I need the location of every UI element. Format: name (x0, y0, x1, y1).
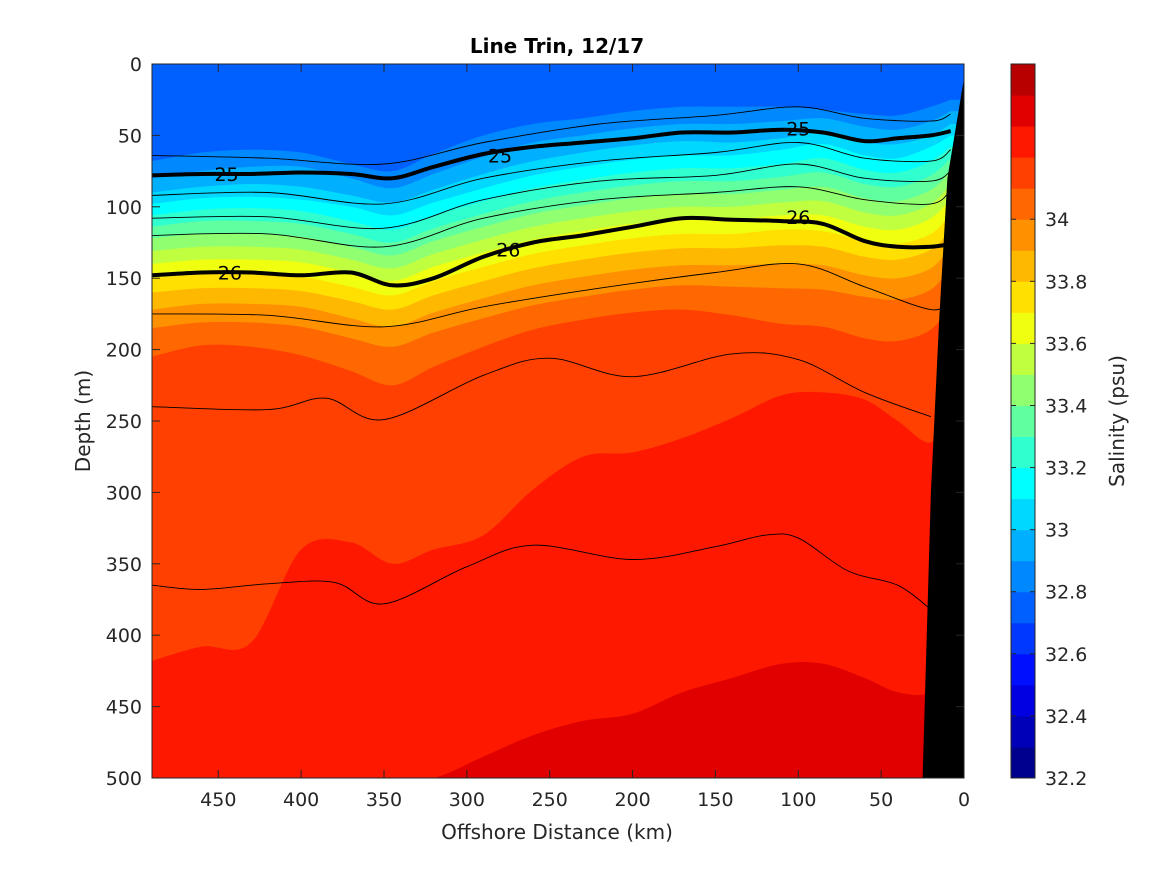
colorbar-segment (1011, 498, 1035, 531)
colorbar-segment (1011, 436, 1035, 469)
colorbar-segment (1011, 622, 1035, 655)
land-mask (922, 64, 964, 778)
contour-label-25: 25 (214, 164, 238, 186)
colorbar-segment (1011, 312, 1035, 344)
x-tick-label: 100 (780, 789, 816, 811)
thin-contour-0 (152, 106, 951, 166)
colorbar-tick-label: 32.8 (1045, 582, 1087, 604)
x-tick-label: 50 (869, 789, 893, 811)
x-tick-label: 250 (532, 789, 568, 811)
colorbar-segment (1011, 64, 1035, 96)
colorbar-segment (1011, 343, 1035, 375)
y-tick-label: 300 (106, 482, 142, 504)
colorbar-segment (1011, 250, 1035, 282)
x-tick-label: 150 (697, 789, 733, 811)
colorbar-segment (1011, 157, 1035, 189)
y-tick-label: 350 (106, 554, 142, 576)
plot-area (152, 64, 964, 778)
y-tick-label: 450 (106, 697, 142, 719)
thin-contour-2 (152, 163, 951, 230)
x-tick-label: 200 (614, 789, 650, 811)
colorbar-tick-label: 32.4 (1045, 706, 1087, 728)
colorbar-segment (1011, 560, 1035, 593)
y-tick-label: 50 (118, 125, 142, 147)
colorbar-segment (1011, 591, 1035, 624)
y-tick-label: 500 (106, 768, 142, 790)
colorbar-segment (1011, 126, 1035, 158)
colorbar: 32.2 32.4 32.6 32.8 33 33.2 33.4 33.6 33.8 34 (1010, 63, 1087, 790)
colorbar-segment (1011, 746, 1035, 779)
colorbar-segment (1011, 188, 1035, 220)
colorbar-segment (1011, 715, 1035, 748)
colorbar-title: Salinity (psu) (1105, 355, 1129, 487)
x-tick-label: 350 (366, 789, 402, 811)
y-axis: 0 50 100 150 200 250 300 350 400 450 500 (106, 54, 964, 790)
density-contours (152, 106, 952, 610)
colorbar-segment (1011, 374, 1035, 406)
colorbar-tick-label: 32.2 (1045, 768, 1087, 790)
colorbar-segment (1011, 405, 1035, 438)
salinity-band-16 (152, 662, 964, 778)
x-tick-label: 300 (449, 789, 485, 811)
contour-labels: 25 25 25 26 26 26 (214, 118, 810, 284)
y-tick-label: 150 (106, 268, 142, 290)
colorbar-segment (1011, 467, 1035, 500)
contour-label-26: 26 (786, 207, 810, 229)
chart-title: Line Trin, 12/17 (470, 34, 644, 58)
y-tick-label: 100 (106, 197, 142, 219)
colorbar-segment (1011, 653, 1035, 686)
x-tick-label: 450 (200, 789, 236, 811)
x-axis-title: Offshore Distance (km) (441, 820, 673, 844)
contour-label-25: 25 (786, 118, 810, 140)
thin-contour-6 (152, 533, 932, 610)
contour-25 (152, 127, 952, 181)
colorbar-segment (1011, 95, 1035, 127)
colorbar-segment (1011, 684, 1035, 717)
colorbar-tick-label: 33.4 (1045, 395, 1087, 417)
y-tick-label: 400 (106, 625, 142, 647)
x-axis: 450 400 350 300 250 200 150 100 50 0 (200, 64, 970, 811)
colorbar-tick-label: 33.8 (1045, 271, 1087, 293)
y-tick-label: 250 (106, 411, 142, 433)
contour-label-26: 26 (496, 240, 520, 262)
colorbar-tick-label: 33.6 (1045, 333, 1087, 355)
colorbar-tick-label: 33.2 (1045, 458, 1087, 480)
contour-label-25: 25 (488, 145, 512, 167)
thin-contour-1 (152, 142, 951, 205)
colorbar-segment (1011, 219, 1035, 251)
coastline-mask (922, 64, 964, 778)
colorbar-tick-label: 34 (1045, 209, 1069, 231)
x-tick-label: 400 (283, 789, 319, 811)
x-tick-label: 0 (958, 789, 970, 811)
y-tick-label: 0 (130, 54, 142, 76)
colorbar-segment (1011, 281, 1035, 313)
thin-contour-3 (152, 186, 952, 248)
colorbar-segment (1011, 529, 1035, 562)
colorbar-tick-label: 33 (1045, 520, 1069, 542)
thin-contour-4 (152, 262, 951, 328)
thin-contour-5 (152, 352, 932, 421)
contour-label-26: 26 (218, 262, 242, 284)
colorbar-frame (1010, 63, 1036, 779)
colorbar-tick-label: 32.6 (1045, 644, 1087, 666)
y-tick-label: 200 (106, 340, 142, 362)
y-axis-title: Depth (m) (71, 370, 95, 472)
contour-26 (152, 215, 952, 288)
